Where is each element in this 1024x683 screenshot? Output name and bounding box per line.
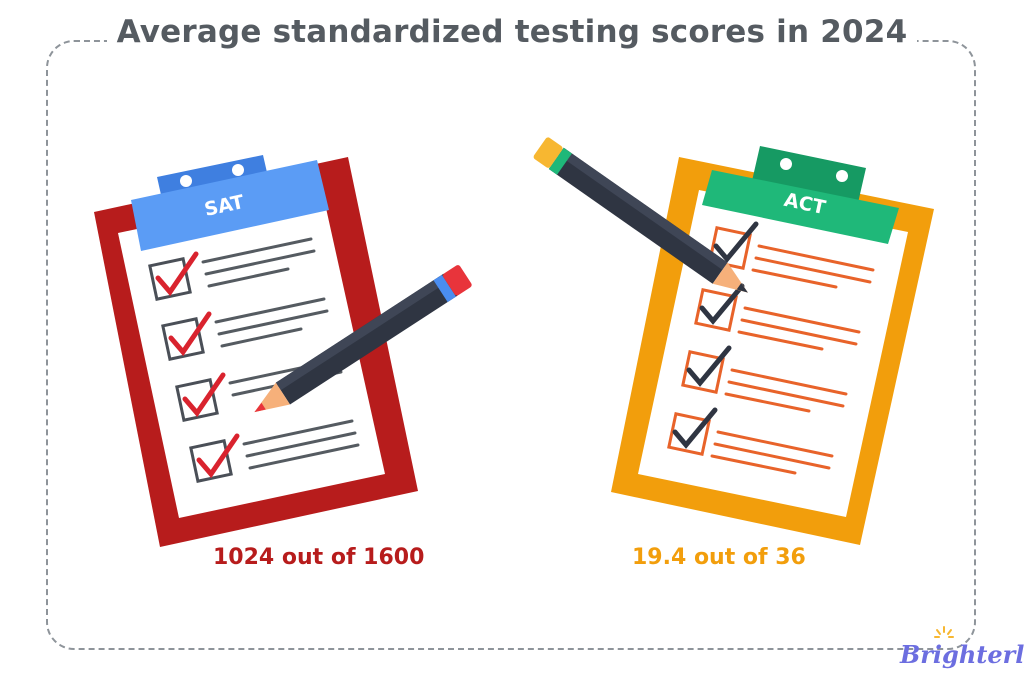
- brand-logo[interactable]: Brighterly: [900, 640, 1024, 669]
- act-clipboard: ACT: [533, 137, 934, 545]
- sat-clipboard: SAT: [94, 155, 472, 547]
- act-clip: ACT: [702, 146, 899, 244]
- act-pencil: [533, 137, 748, 293]
- sat-score: 1024 out of 1600: [213, 545, 425, 570]
- act-checklist: [667, 221, 875, 475]
- act-score: 19.4 out of 36: [632, 545, 806, 570]
- sat-pencil: [254, 265, 472, 413]
- page-title: Average standardized testing scores in 2…: [0, 14, 1024, 50]
- page-title-text: Average standardized testing scores in 2…: [106, 14, 918, 50]
- sun-icon: [934, 626, 954, 638]
- sat-clip: SAT: [131, 155, 329, 251]
